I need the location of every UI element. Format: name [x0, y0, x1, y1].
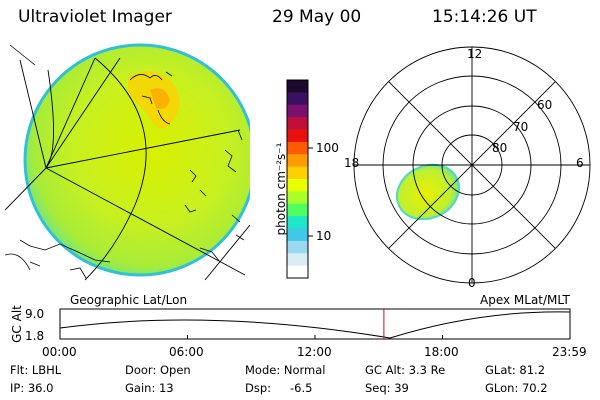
x-tick-0600: 06:00	[169, 345, 204, 359]
colorbar-band	[287, 203, 308, 217]
coastlines	[19, 71, 245, 279]
mlat-label-70: 70	[513, 120, 529, 134]
colorbar-band	[287, 141, 308, 155]
geo-image-panel	[5, 43, 250, 281]
auroral-oval-patch	[395, 163, 461, 221]
colorbar-band	[287, 253, 308, 267]
x-tick-1200: 12:00	[297, 345, 332, 359]
mlat-label-80: 80	[492, 141, 508, 155]
altitude-ticks	[59, 335, 571, 339]
mlt-label-0: 0	[468, 276, 476, 290]
info-ip: IP: 36.0	[10, 381, 54, 395]
colorbar-tick-label-10: 10	[316, 229, 332, 243]
time-label: 15:14:26 UT	[432, 7, 537, 27]
colorbar-band	[287, 240, 308, 254]
altitude-y-min: 1.8	[25, 329, 45, 343]
x-tick-0000: 00:00	[42, 345, 77, 359]
geo-panel-label: Geographic Lat/Lon	[70, 293, 188, 307]
colorbar-band	[287, 191, 308, 205]
x-tick-1800: 18:00	[424, 345, 459, 359]
info-dsp-value: -6.5	[290, 381, 313, 395]
info-door: Door: Open	[125, 363, 191, 377]
altitude-y-max: 9.0	[25, 307, 45, 321]
mlt-label-18: 18	[344, 156, 360, 170]
polar-panel	[353, 46, 591, 284]
polar-panel-label: Apex MLat/MLT	[480, 293, 570, 307]
colorbar-band	[287, 117, 308, 131]
info-gc-alt: GC Alt: 3.3 Re	[365, 363, 446, 377]
info-glon: GLon: 70.2	[485, 381, 548, 395]
colorbar-band	[287, 228, 308, 242]
date-label: 29 May 00	[272, 7, 362, 27]
colorbar-unit-label: photon cm⁻²s⁻¹	[274, 142, 288, 236]
info-glat: GLat: 81.2	[485, 363, 546, 377]
colorbar-band	[287, 92, 308, 106]
info-filter: Flt: LBHL	[10, 363, 62, 377]
colorbar-band	[287, 265, 308, 279]
altitude-frame	[59, 308, 571, 340]
colorbar-band	[287, 216, 308, 230]
colorbar-band	[287, 179, 308, 192]
altitude-axis-label: GC Alt	[10, 305, 24, 343]
altitude-strip	[59, 308, 571, 340]
info-mode: Mode: Normal	[245, 363, 326, 377]
altitude-curve	[59, 311, 571, 339]
colorbar-tick-label-100: 100	[316, 141, 339, 155]
mlt-label-6: 6	[576, 156, 584, 170]
geo-grid	[5, 57, 250, 281]
colorbar-band	[287, 104, 308, 118]
aurora-peak-region	[150, 88, 170, 109]
mlt-label-12: 12	[467, 47, 483, 61]
colorbar-frame	[286, 79, 309, 279]
colorbar-band	[287, 166, 308, 180]
x-tick-2359: 23:59	[552, 345, 587, 359]
info-dsp-label: Dsp:	[245, 381, 272, 395]
earth-disk	[23, 43, 250, 277]
colorbar-band	[287, 80, 308, 93]
instrument-title: Ultraviolet Imager	[18, 7, 172, 27]
colorbar-band	[287, 154, 308, 168]
polar-grid	[353, 46, 591, 284]
mlat-label-60: 60	[537, 98, 553, 112]
info-seq: Seq: 39	[365, 381, 409, 395]
colorbar	[287, 80, 308, 279]
colorbar-band	[287, 129, 308, 143]
info-gain: Gain: 13	[125, 381, 174, 395]
